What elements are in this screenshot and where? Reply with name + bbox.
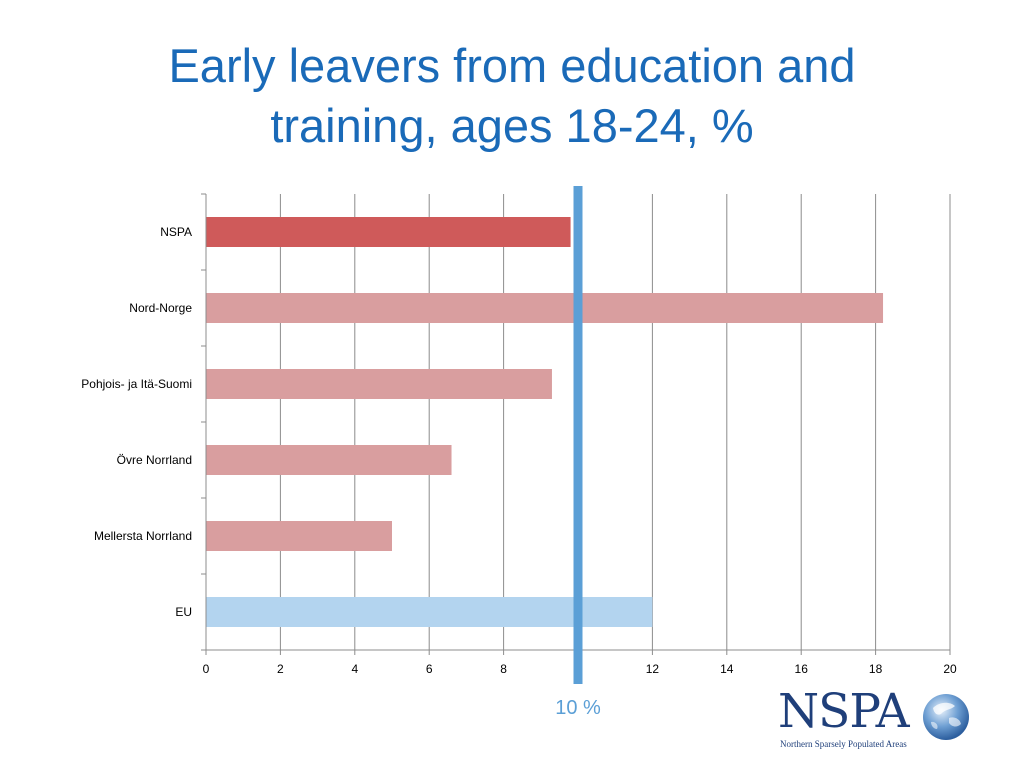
nspa-logo: NSPA Northern Sparsely Populated Areas: [778, 686, 983, 752]
category-label-5: EU: [175, 605, 192, 619]
labels: NSPA Nord-Norge Pohjois- ja Itä-Suomi Övre …: [81, 225, 957, 676]
chart-title-line-1: Early leavers from education and: [168, 39, 856, 92]
category-label-1: Nord-Norge: [129, 301, 192, 315]
bar-5: [206, 597, 653, 627]
chart-title: Early leavers from education and trainin…: [0, 36, 1024, 156]
bar-1: [206, 293, 884, 323]
category-label-2: Pohjois- ja Itä-Suomi: [81, 377, 192, 391]
reference-line-group: 10 %: [555, 186, 601, 719]
x-tick-label-16: 16: [795, 662, 809, 676]
grid-lines: [279, 194, 951, 650]
x-tick-label-0: 0: [203, 662, 210, 676]
logo-wordmark: NSPA: [778, 684, 910, 739]
bar-3: [206, 445, 452, 475]
x-tick-label-8: 8: [500, 662, 507, 676]
chart-title-line-2: training, ages 18-24, %: [270, 99, 754, 152]
globe-icon: [923, 694, 969, 740]
bar-0: [206, 217, 571, 247]
x-tick-label-2: 2: [277, 662, 284, 676]
x-tick-label-6: 6: [426, 662, 433, 676]
reference-line-label: 10 %: [555, 697, 601, 719]
category-label-4: Mellersta Norrland: [94, 529, 192, 543]
x-tick-label-18: 18: [869, 662, 883, 676]
x-tick-label-4: 4: [351, 662, 358, 676]
bars: [206, 217, 884, 627]
bar-4: [206, 521, 392, 551]
logo-tagline: Northern Sparsely Populated Areas: [780, 739, 907, 749]
category-label-0: NSPA: [160, 225, 192, 239]
category-label-3: Övre Norrland: [117, 453, 192, 467]
x-tick-label-20: 20: [943, 662, 957, 676]
bar-2: [206, 369, 552, 399]
x-tick-label-14: 14: [720, 662, 734, 676]
x-tick-label-12: 12: [646, 662, 660, 676]
